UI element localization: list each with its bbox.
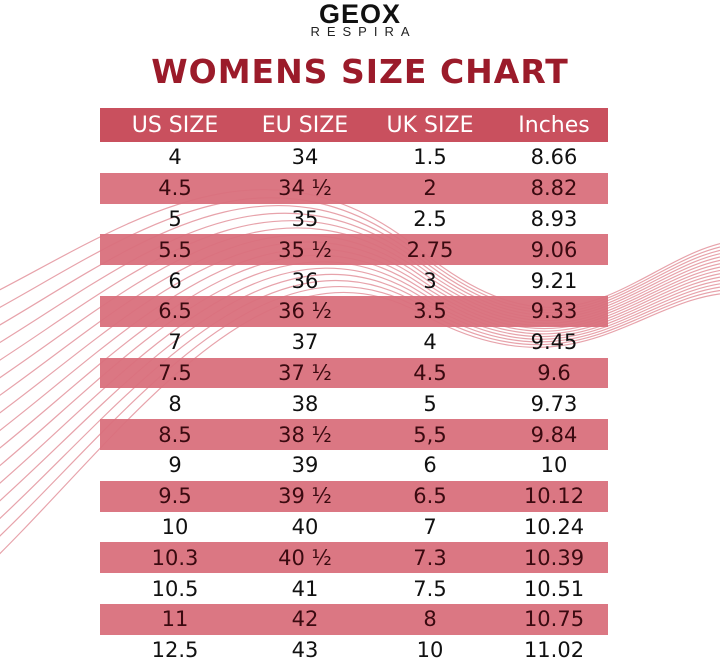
table-cell: 36 [291,268,319,293]
table-cell: 2.75 [360,234,500,266]
table-cell: 6.5 [100,295,250,327]
wave-line [0,273,720,502]
table-cell: 8.66 [530,145,578,170]
table-cell: 10.24 [523,514,585,539]
table-row: 6 36 3 9.21 [100,265,608,296]
table-cell: 9.73 [530,391,578,416]
table-cell: 8 [168,391,182,416]
table-cell: 7.5 [413,576,447,601]
table-cell: 7 [423,514,437,539]
table-cell: 7.5 [100,357,250,389]
table-cell: 37 ½ [250,357,360,389]
table-row: 8.5 38 ½ 5,5 9.84 [100,419,608,450]
table-row: 4 34 1.5 8.66 [100,142,608,173]
table-cell: 9 [168,453,182,478]
table-cell: 7.3 [360,542,500,574]
table-cell: 9.06 [500,234,608,266]
column-header: Inches [500,108,608,142]
table-cell: 9.45 [530,330,578,355]
table-cell: 9.33 [500,295,608,327]
table-cell: 10.75 [500,603,608,635]
table-cell: 3.5 [360,295,500,327]
table-cell: 42 [250,603,360,635]
table-row: 9 39 6 10 [100,450,608,481]
table-cell: 10.5 [151,576,199,601]
table-cell: 5,5 [360,419,500,450]
table-row: 10 40 7 10.24 [100,512,608,543]
table-cell: 40 ½ [250,542,360,574]
table-cell: 34 ½ [250,172,360,204]
table-cell: 8 [360,603,500,635]
brand-subtitle: RESPIRA [310,24,417,39]
table-cell: 10 [416,638,444,663]
table-cell: 8.5 [100,419,250,450]
table-cell: 35 ½ [250,234,360,266]
table-row: 8 38 5 9.73 [100,388,608,419]
table-cell: 6 [423,453,437,478]
column-header: EU SIZE [250,108,360,142]
column-header: US SIZE [100,108,250,142]
table-cell: 10.51 [523,576,585,601]
table-cell: 38 ½ [250,419,360,450]
table-cell: 11.02 [523,638,585,663]
table-cell: 10.3 [100,542,250,574]
table-cell: 9.21 [530,268,578,293]
table-row: 11 42 8 10.75 [100,603,608,635]
table-cell: 4.5 [100,172,250,204]
table-cell: 6.5 [360,480,500,512]
table-cell: 38 [291,391,319,416]
table-cell: 39 ½ [250,480,360,512]
wave-line [0,280,720,520]
wave-line [0,267,720,484]
table-cell: 8.93 [530,206,578,231]
brand-logo: GEOX [318,0,402,29]
table-cell: 9.6 [500,357,608,389]
table-cell: 11 [100,603,250,635]
table-cell: 4 [423,330,437,355]
wave-line [0,241,720,414]
table-cell: 39 [291,453,319,478]
table-cell: 5 [168,206,182,231]
table-cell: 12.5 [151,638,199,663]
table-cell: 2.5 [413,206,447,231]
table-row: 12.5 43 10 11.02 [100,635,608,666]
table-cell: 10.39 [500,542,608,574]
table-row: 6.5 36 ½ 3.5 9.33 [100,295,608,327]
table-cell: 6 [168,268,182,293]
table-row: 10.3 40 ½ 7.3 10.39 [100,542,608,574]
table-cell: 34 [291,145,319,170]
header-row: US SIZE EU SIZE UK SIZE Inches [100,108,608,142]
table-cell: 10.12 [500,480,608,512]
chart-title: WOMENS SIZE CHART [151,52,569,91]
table-cell: 41 [291,576,319,601]
table-cell: 36 ½ [250,295,360,327]
table-cell: 5.5 [100,234,250,266]
table-cell: 9.84 [500,419,608,450]
table-cell: 2 [360,172,500,204]
table-cell: 40 [291,514,319,539]
table-row: 7.5 37 ½ 4.5 9.6 [100,357,608,389]
table-cell: 10 [540,453,568,478]
table-cell: 43 [291,638,319,663]
table-cell: 9.5 [100,480,250,512]
table-cell: 5 [423,391,437,416]
table-row: 10.5 41 7.5 10.51 [100,573,608,604]
wave-line [0,248,720,432]
table-row: 7 37 4 9.45 [100,327,608,358]
table-cell: 8.82 [500,172,608,204]
column-header: UK SIZE [360,108,500,142]
table-cell: 4.5 [360,357,500,389]
size-table: US SIZE EU SIZE UK SIZE Inches 4 34 1.5 8.66 4.… [100,108,608,666]
table-row: 9.5 39 ½ 6.5 10.12 [100,480,608,512]
table-row: 5 35 2.5 8.93 [100,204,608,235]
table-cell: 4 [168,145,182,170]
table-row: 4.5 34 ½ 2 8.82 [100,172,608,204]
table-cell: 7 [168,330,182,355]
table-row: 5.5 35 ½ 2.75 9.06 [100,234,608,266]
table-cell: 35 [291,206,319,231]
table-cell: 10 [161,514,189,539]
table-cell: 37 [291,330,319,355]
table-cell: 3 [423,268,437,293]
table-cell: 1.5 [413,145,447,170]
